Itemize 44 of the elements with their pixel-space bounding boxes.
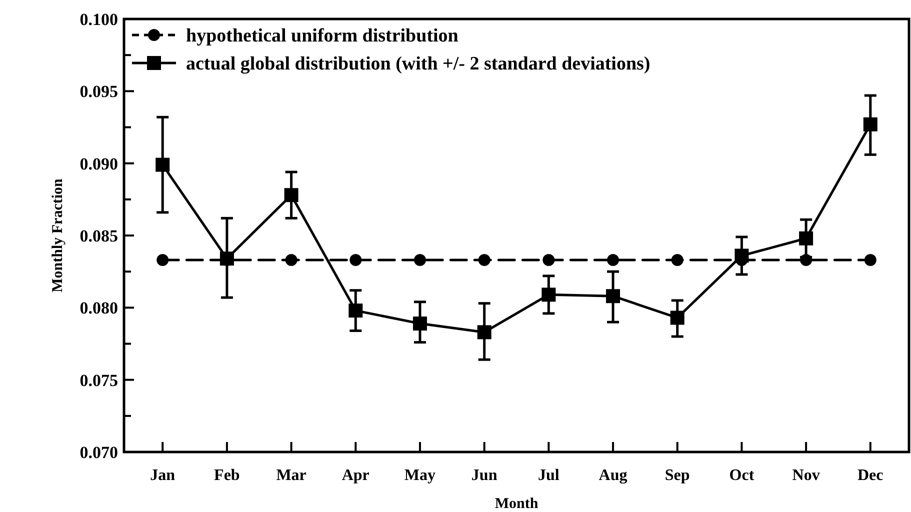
legend-label: hypothetical uniform distribution	[186, 26, 459, 47]
y-tick-label: 0.090	[80, 154, 118, 174]
y-axis-title: Monthly Fraction	[50, 178, 66, 292]
x-tick-label: Jul	[538, 467, 560, 484]
point	[542, 288, 556, 302]
x-tick-label: Jun	[471, 467, 498, 484]
point	[542, 254, 555, 266]
point	[606, 289, 620, 304]
point	[478, 254, 490, 266]
point	[863, 117, 878, 132]
point	[671, 254, 684, 266]
x-tick-label: Mar	[276, 467, 306, 484]
point	[670, 310, 684, 325]
x-tick-label: Dec	[858, 467, 884, 484]
point	[477, 325, 492, 340]
point	[864, 254, 876, 266]
y-tick-label: 0.095	[80, 82, 118, 102]
point	[285, 254, 298, 266]
x-tick-label: Oct	[729, 467, 755, 484]
x-tick-label: Jan	[150, 467, 176, 484]
x-tick-label: May	[404, 467, 436, 484]
y-tick-label: 0.100	[80, 10, 118, 29]
y-tick-label: 0.070	[80, 442, 118, 462]
point	[412, 316, 427, 331]
point	[348, 304, 363, 318]
point	[414, 254, 426, 266]
x-tick-label: Apr	[342, 467, 370, 484]
point	[156, 254, 169, 266]
legend-label: actual global distribution (with +/- 2 standard deviations)	[186, 54, 650, 75]
point	[284, 188, 298, 202]
point	[220, 252, 234, 266]
point	[350, 254, 362, 266]
x-tick-label: Nov	[792, 467, 820, 484]
point	[607, 254, 620, 266]
x-axis-title: Month	[494, 496, 539, 512]
y-tick-label: 0.080	[80, 298, 118, 318]
y-tick-label: 0.085	[80, 226, 118, 246]
x-tick-label: Aug	[598, 467, 628, 484]
point	[734, 248, 749, 263]
x-tick-label: Feb	[214, 467, 240, 484]
point	[799, 231, 814, 246]
y-tick-label: 0.075	[80, 370, 118, 390]
point	[156, 158, 170, 172]
x-tick-label: Sep	[664, 467, 690, 484]
